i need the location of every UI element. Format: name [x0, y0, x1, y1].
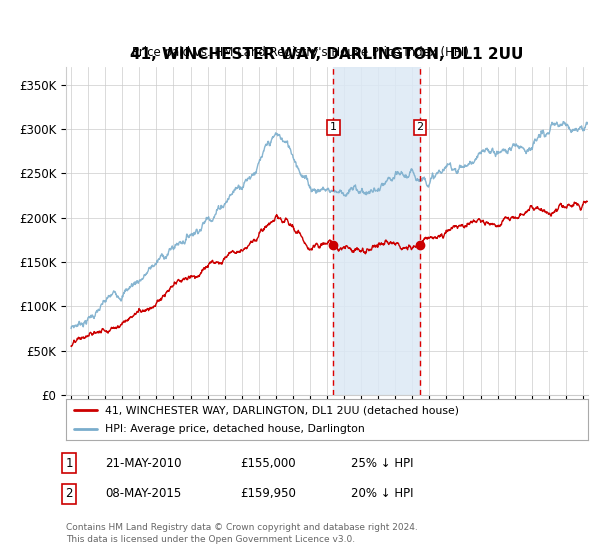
Text: 2: 2 [65, 487, 73, 501]
Text: £155,000: £155,000 [240, 456, 296, 470]
Text: 21-MAY-2010: 21-MAY-2010 [105, 456, 182, 470]
Text: 2: 2 [416, 123, 424, 132]
Title: 41, WINCHESTER WAY, DARLINGTON, DL1 2UU: 41, WINCHESTER WAY, DARLINGTON, DL1 2UU [130, 47, 524, 62]
Text: HPI: Average price, detached house, Darlington: HPI: Average price, detached house, Darl… [105, 424, 365, 433]
Bar [334, 67, 420, 395]
Text: 41, WINCHESTER WAY, DARLINGTON, DL1 2UU (detached house): 41, WINCHESTER WAY, DARLINGTON, DL1 2UU … [105, 405, 459, 415]
Text: 1: 1 [65, 456, 73, 470]
Text: 20% ↓ HPI: 20% ↓ HPI [351, 487, 413, 501]
Text: 25% ↓ HPI: 25% ↓ HPI [351, 456, 413, 470]
Text: 1: 1 [330, 123, 337, 132]
Text: 08-MAY-2015: 08-MAY-2015 [105, 487, 181, 501]
Text: This data is licensed under the Open Government Licence v3.0.: This data is licensed under the Open Gov… [66, 535, 355, 544]
Text: Price paid vs. HM Land Registry's House Price Index (HPI): Price paid vs. HM Land Registry's House … [131, 46, 469, 59]
Text: Contains HM Land Registry data © Crown copyright and database right 2024.: Contains HM Land Registry data © Crown c… [66, 523, 418, 532]
Text: £159,950: £159,950 [240, 487, 296, 501]
